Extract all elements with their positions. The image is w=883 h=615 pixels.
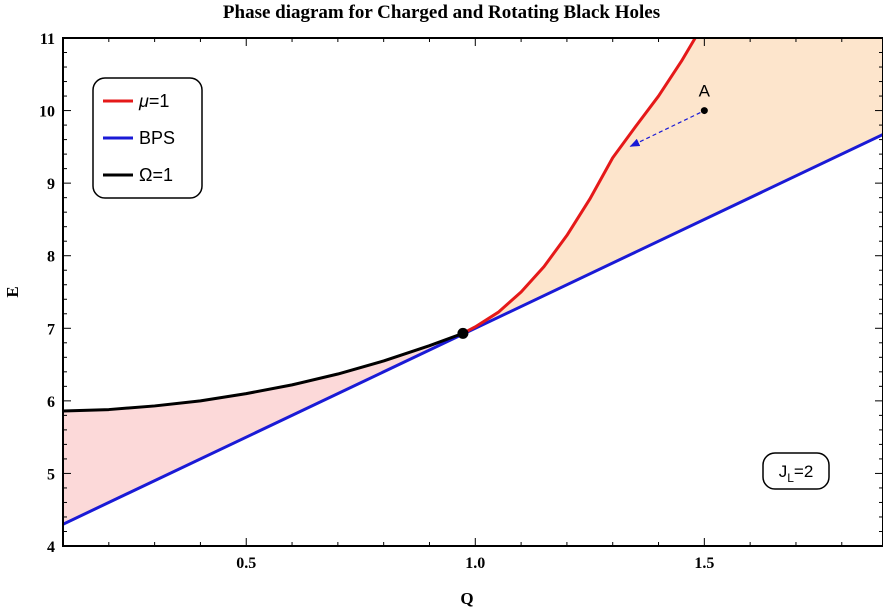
- junction-point: [457, 327, 469, 339]
- y-tick-label: 10: [39, 104, 55, 121]
- annotation-label: A: [699, 82, 711, 101]
- y-tick-label: 7: [47, 321, 55, 338]
- x-tick-label: 0.5: [236, 555, 256, 572]
- inset-label: JL=2: [779, 462, 814, 485]
- series-line-mu-1: [462, 38, 697, 335]
- x-tick-label: 1.0: [465, 555, 485, 572]
- inset-label-box: [762, 452, 830, 490]
- y-tick-label: 6: [47, 394, 55, 411]
- x-tick-label: 1.5: [694, 555, 714, 572]
- y-axis-label: E: [3, 286, 22, 297]
- series-line-omega-1: [63, 331, 464, 413]
- x-axis-label: Q: [460, 589, 473, 608]
- y-tick-label: 9: [47, 176, 55, 193]
- legend-box: [92, 77, 203, 199]
- y-tick-label: 5: [47, 466, 55, 483]
- legend-label-omega-1: Ω=1: [139, 165, 173, 185]
- y-tick-label: 4: [47, 539, 55, 556]
- plot-frame: [62, 37, 883, 547]
- chart-title: Phase diagram for Charged and Rotating B…: [222, 2, 661, 23]
- legend-label-mu-1: μ=1: [138, 91, 169, 111]
- shaded-region-right: [462, 38, 883, 335]
- y-tick-label: 11: [40, 31, 55, 48]
- legend-label-bps: BPS: [139, 128, 175, 148]
- y-tick-label: 8: [47, 249, 55, 266]
- annotation-point: [700, 107, 708, 115]
- annotation-arrow: [629, 112, 701, 147]
